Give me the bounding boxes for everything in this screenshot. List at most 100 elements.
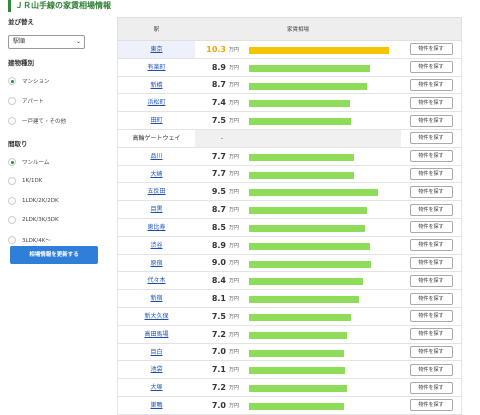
floor-plan-option[interactable]: 1K/1DK	[8, 172, 108, 192]
find-property-button[interactable]: 物件を探す	[409, 78, 453, 91]
building-type-option[interactable]: アパート	[8, 91, 108, 111]
sidebar: 並び替え 駅順 ⌄ 建物種別 マンション アパート 一戸建て・その他 間取り ワンル…	[8, 18, 108, 250]
sort-select[interactable]: 駅順 ⌄	[8, 35, 85, 49]
radio-button[interactable]	[8, 177, 16, 186]
rent-unit: 万円	[229, 331, 240, 338]
station-link[interactable]: 代々木	[118, 272, 195, 290]
station-link[interactable]: 大塚	[118, 379, 195, 396]
table-row: 五反田 9.5 万円 物件を探す	[117, 183, 462, 202]
rent-value-cell: 8.1 万円	[195, 290, 401, 307]
find-property-button[interactable]: 物件を探す	[409, 114, 453, 127]
radio-button[interactable]	[8, 157, 16, 166]
find-property-button[interactable]: 物件を探す	[409, 61, 453, 74]
station-link[interactable]: 目白	[118, 343, 195, 361]
rent-value: 7.5	[211, 311, 226, 321]
find-property-button[interactable]: 物件を探す	[409, 203, 453, 216]
rent-value: 10.3	[206, 44, 226, 54]
rent-unit: 万円	[229, 46, 240, 53]
rent-unit: 万円	[229, 385, 240, 392]
rent-bar	[249, 153, 354, 161]
sort-label: 並び替え	[8, 18, 34, 26]
rent-value: 7.4	[211, 98, 226, 108]
find-property-button[interactable]: 物件を探す	[409, 310, 453, 323]
find-property-button[interactable]: 物件を探す	[409, 221, 453, 234]
floor-plan-option[interactable]: 2LDK/3K/3DK	[8, 211, 108, 231]
radio-button[interactable]	[8, 77, 16, 85]
floor-plan-option[interactable]: ワンルーム	[8, 152, 108, 172]
find-property-button[interactable]: 物件を探す	[409, 328, 453, 341]
find-property-button[interactable]: 物件を探す	[409, 345, 453, 358]
station-link[interactable]: 五反田	[118, 183, 195, 201]
rent-value: 9.0	[211, 258, 226, 268]
rent-bar-track	[249, 187, 401, 197]
station-link[interactable]: 高田馬場	[118, 325, 195, 343]
station-link[interactable]: 池袋	[118, 361, 195, 379]
station-link[interactable]: 新宿	[118, 290, 195, 307]
building-type-option[interactable]: マンション	[8, 71, 108, 91]
station-link[interactable]: 浜松町	[118, 94, 195, 112]
find-cell: 物件を探す	[401, 94, 461, 111]
find-property-button[interactable]: 物件を探す	[409, 381, 453, 394]
floor-plan-option[interactable]: 3LDK/4K〜	[8, 230, 108, 250]
find-property-button[interactable]: 物件を探す	[409, 239, 453, 252]
radio-button[interactable]	[8, 216, 16, 225]
find-property-button[interactable]: 物件を探す	[409, 43, 453, 56]
building-type-options: マンション アパート 一戸建て・その他	[8, 71, 108, 131]
rent-value-cell: 7.0 万円	[195, 344, 401, 361]
find-cell: 物件を探す	[401, 272, 461, 289]
rent-bar	[249, 118, 351, 126]
radio-button[interactable]	[8, 235, 16, 244]
find-property-button[interactable]: 物件を探す	[409, 399, 453, 412]
table-row: 高輪ゲートウェイ - 物件を探す	[117, 129, 462, 148]
station-link[interactable]: 原宿	[118, 254, 195, 272]
station-link[interactable]: 巣鴨	[118, 396, 195, 414]
station-link: 高輪ゲートウェイ	[118, 129, 195, 147]
rent-bar	[249, 349, 345, 357]
rent-value-cell: -	[195, 129, 401, 147]
radio-button[interactable]	[8, 117, 16, 125]
rent-value-cell: 7.2 万円	[195, 379, 401, 396]
station-link[interactable]: 田町	[118, 112, 195, 129]
rent-bar-track	[249, 259, 401, 269]
rent-value-cell: 8.9 万円	[195, 237, 401, 254]
rent-bar	[249, 242, 370, 250]
rent-bar-track	[249, 276, 401, 286]
table-row: 渋谷 8.9 万円 物件を探す	[117, 236, 462, 255]
chevron-down-icon: ⌄	[75, 38, 81, 45]
building-type-option[interactable]: 一戸建て・その他	[8, 111, 108, 131]
update-rent-button[interactable]: 相場情報を更新する	[10, 246, 98, 264]
station-link[interactable]: 恵比寿	[118, 218, 195, 236]
radio-button[interactable]	[8, 196, 16, 205]
building-type-label: 建物種別	[8, 59, 34, 67]
rent-value-cell: 7.2 万円	[195, 326, 401, 343]
find-cell: 物件を探す	[401, 166, 461, 183]
rent-value-cell: 7.7 万円	[195, 148, 401, 165]
floor-plan-option[interactable]: 1LDK/2K/2DK	[8, 191, 108, 211]
find-property-button[interactable]: 物件を探す	[409, 256, 453, 269]
find-property-button[interactable]: 物件を探す	[409, 274, 453, 287]
rent-bar	[249, 100, 350, 108]
find-property-button[interactable]: 物件を探す	[409, 292, 453, 305]
find-property-button[interactable]: 物件を探す	[409, 132, 453, 145]
rent-unit: 万円	[229, 367, 240, 374]
rent-unit: 万円	[229, 189, 240, 196]
find-property-button[interactable]: 物件を探す	[409, 167, 453, 180]
rent-bar-track	[249, 241, 401, 251]
radio-button[interactable]	[8, 97, 16, 105]
find-property-button[interactable]: 物件を探す	[409, 96, 453, 109]
rent-unit: 万円	[229, 100, 240, 107]
station-link[interactable]: 新大久保	[118, 307, 195, 325]
station-link[interactable]: 有楽町	[118, 58, 195, 76]
station-link[interactable]: 東京	[118, 41, 195, 58]
find-property-button[interactable]: 物件を探す	[409, 150, 453, 163]
find-property-button[interactable]: 物件を探す	[409, 185, 453, 198]
station-link[interactable]: 新橋	[118, 76, 195, 94]
rent-unit: 万円	[229, 82, 240, 89]
floor-plan-option-label: 3LDK/4K〜	[22, 237, 51, 244]
table-row: 有楽町 8.9 万円 物件を探す	[117, 58, 462, 77]
station-link[interactable]: 目黒	[118, 201, 195, 218]
find-property-button[interactable]: 物件を探す	[409, 363, 453, 376]
station-link[interactable]: 品川	[118, 147, 195, 165]
station-link[interactable]: 渋谷	[118, 236, 195, 254]
station-link[interactable]: 大崎	[118, 165, 195, 183]
